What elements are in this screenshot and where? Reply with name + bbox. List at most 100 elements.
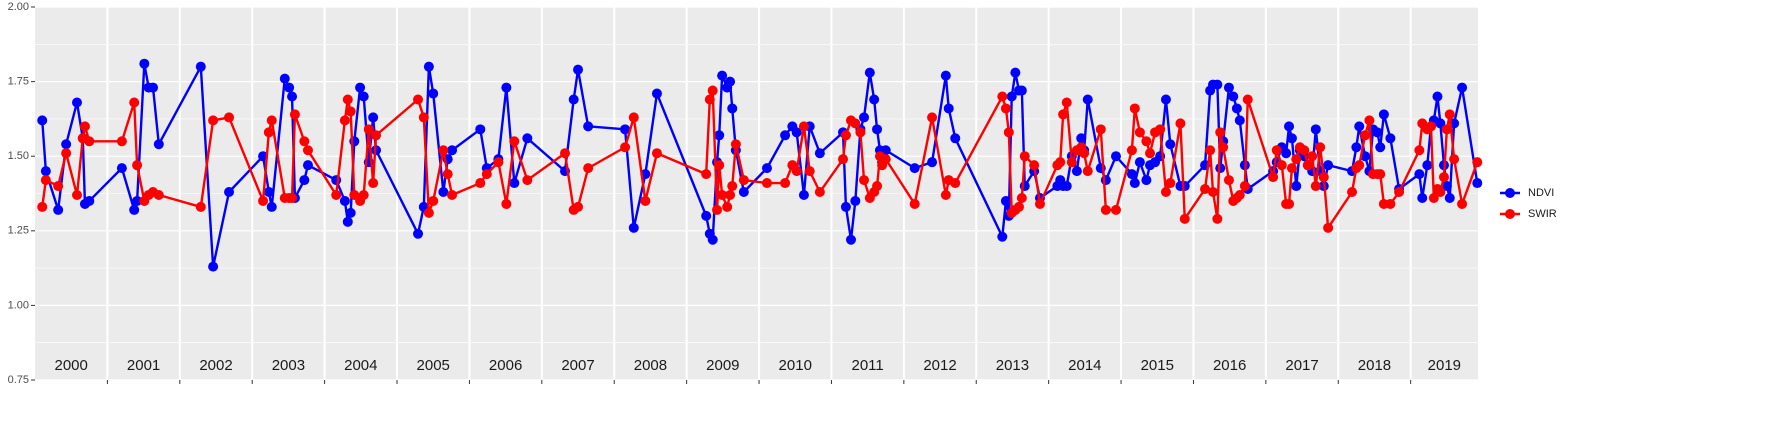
data-point xyxy=(573,201,584,212)
data-point xyxy=(727,103,738,114)
data-point xyxy=(714,160,725,171)
data-point xyxy=(840,201,851,212)
data-point xyxy=(1205,145,1216,156)
data-point xyxy=(224,187,235,198)
data-point xyxy=(1385,198,1396,209)
data-point xyxy=(1323,160,1334,171)
year-label: 2002 xyxy=(199,357,232,374)
year-label: 2012 xyxy=(923,357,956,374)
data-point xyxy=(1179,181,1190,192)
data-point xyxy=(1000,195,1011,206)
y-tick-label: 1.75 xyxy=(8,76,29,88)
data-point xyxy=(481,169,492,180)
data-point xyxy=(1444,192,1455,203)
data-point xyxy=(1095,124,1106,135)
data-point xyxy=(880,154,891,165)
data-point xyxy=(738,187,749,198)
data-point xyxy=(195,201,206,212)
data-point xyxy=(1310,124,1321,135)
data-point xyxy=(1372,127,1383,138)
data-point xyxy=(798,189,809,200)
data-point xyxy=(814,187,825,198)
data-point xyxy=(368,178,379,189)
data-point xyxy=(738,175,749,186)
data-point xyxy=(1061,181,1072,192)
data-point xyxy=(1228,91,1239,102)
data-point xyxy=(1129,103,1140,114)
data-point xyxy=(1378,109,1389,120)
data-point xyxy=(950,178,961,189)
data-point xyxy=(1472,178,1483,189)
year-label: 2000 xyxy=(55,357,88,374)
data-point xyxy=(40,175,51,186)
data-point xyxy=(859,112,870,123)
data-point xyxy=(704,94,715,105)
year-label: 2015 xyxy=(1141,357,1174,374)
data-point xyxy=(1284,198,1295,209)
data-point xyxy=(358,189,369,200)
data-point xyxy=(345,207,356,218)
data-point xyxy=(339,115,350,126)
year-label: 2004 xyxy=(344,357,377,374)
data-point xyxy=(279,73,290,84)
data-point xyxy=(1284,121,1295,132)
data-point xyxy=(423,61,434,72)
data-point xyxy=(53,204,64,215)
data-point xyxy=(1218,142,1229,153)
data-point xyxy=(1000,103,1011,114)
year-label: 2003 xyxy=(272,357,305,374)
data-point xyxy=(1034,198,1045,209)
data-point xyxy=(148,82,159,93)
data-point xyxy=(1155,124,1166,135)
data-point xyxy=(1058,109,1069,120)
data-point xyxy=(1165,139,1176,150)
data-point xyxy=(1441,124,1452,135)
data-point xyxy=(501,198,512,209)
data-point xyxy=(1286,133,1297,144)
data-point xyxy=(40,166,51,177)
data-point xyxy=(712,204,723,215)
data-point xyxy=(342,94,353,105)
data-point xyxy=(1208,187,1219,198)
data-point xyxy=(442,169,453,180)
data-point xyxy=(940,70,951,81)
data-point xyxy=(583,121,594,132)
data-point xyxy=(84,195,95,206)
data-point xyxy=(1417,192,1428,203)
data-point xyxy=(263,187,274,198)
data-point xyxy=(620,142,631,153)
data-point xyxy=(37,115,48,126)
data-point xyxy=(927,157,938,168)
data-point xyxy=(1449,154,1460,165)
data-point xyxy=(1013,201,1024,212)
data-point xyxy=(1242,94,1253,105)
data-point xyxy=(522,175,533,186)
data-point xyxy=(1126,169,1137,180)
data-point xyxy=(339,195,350,206)
data-point xyxy=(1268,172,1279,183)
data-point xyxy=(1323,222,1334,233)
data-point xyxy=(302,160,313,171)
data-point xyxy=(345,106,356,117)
data-point xyxy=(1435,118,1446,129)
data-point xyxy=(583,163,594,174)
data-point xyxy=(1100,204,1111,215)
data-point xyxy=(707,234,718,245)
data-point xyxy=(780,130,791,141)
data-point xyxy=(79,121,90,132)
data-point xyxy=(628,222,639,233)
data-point xyxy=(522,133,533,144)
data-point xyxy=(1175,118,1186,129)
data-point xyxy=(791,166,802,177)
data-point xyxy=(701,169,712,180)
data-point xyxy=(950,133,961,144)
data-point xyxy=(438,187,449,198)
data-point xyxy=(418,112,429,123)
data-point xyxy=(447,145,458,156)
data-point xyxy=(1428,192,1439,203)
data-point xyxy=(727,181,738,192)
data-point xyxy=(1223,82,1234,93)
data-point xyxy=(368,112,379,123)
data-point xyxy=(707,85,718,96)
